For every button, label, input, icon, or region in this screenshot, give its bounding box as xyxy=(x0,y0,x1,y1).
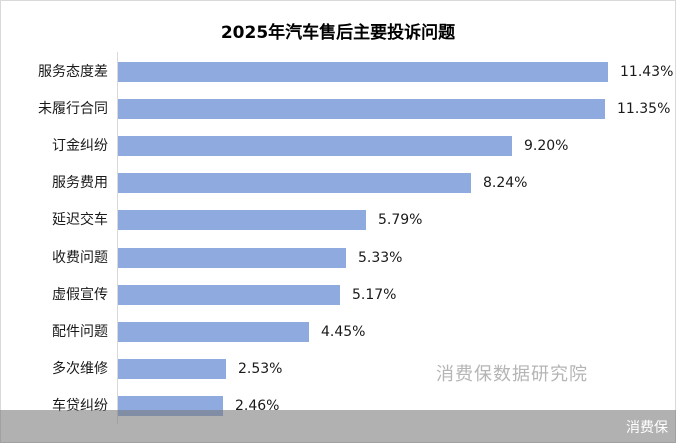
category-label: 订金纠纷 xyxy=(52,138,108,154)
value-label: 4.45% xyxy=(321,324,366,340)
value-label: 9.20% xyxy=(524,138,569,154)
category-label: 配件问题 xyxy=(52,324,108,340)
bar xyxy=(118,248,346,268)
watermark-text: 消费保数据研究院 xyxy=(436,364,588,385)
bar-row: 未履行合同 11.35% xyxy=(0,99,676,119)
bar-row: 服务费用 8.24% xyxy=(0,173,676,193)
category-label: 多次维修 xyxy=(52,361,108,377)
value-label: 5.33% xyxy=(358,250,403,266)
bar xyxy=(118,359,226,379)
bar xyxy=(118,210,366,230)
bar-row: 多次维修 2.53% xyxy=(0,359,676,379)
bar xyxy=(118,285,340,305)
value-label: 11.43% xyxy=(620,64,674,80)
category-label: 服务态度差 xyxy=(38,64,108,80)
category-axis-line xyxy=(117,52,118,424)
bar-row: 配件问题 4.45% xyxy=(0,322,676,342)
value-label: 2.53% xyxy=(238,361,283,377)
bar xyxy=(118,62,608,82)
value-label: 11.35% xyxy=(617,101,671,117)
category-label: 延迟交车 xyxy=(52,212,108,228)
bar-row: 延迟交车 5.79% xyxy=(0,210,676,230)
bar xyxy=(118,322,309,342)
bottom-overlay-bar: 消费保 xyxy=(0,410,676,443)
bar-row: 收费问题 5.33% xyxy=(0,248,676,268)
category-label: 虚假宣传 xyxy=(52,287,108,303)
brand-label: 消费保 xyxy=(626,420,668,436)
value-label: 5.17% xyxy=(352,287,397,303)
bar-row: 服务态度差 11.43% xyxy=(0,62,676,82)
category-label: 未履行合同 xyxy=(38,101,108,117)
chart-title: 2025年汽车售后主要投诉问题 xyxy=(220,23,456,43)
value-label: 8.24% xyxy=(483,175,528,191)
bar xyxy=(118,173,471,193)
bar xyxy=(118,99,605,119)
value-label: 5.79% xyxy=(378,212,423,228)
category-label: 服务费用 xyxy=(52,175,108,191)
bar-row: 虚假宣传 5.17% xyxy=(0,285,676,305)
bar xyxy=(118,136,512,156)
category-label: 收费问题 xyxy=(52,250,108,266)
bar-row: 订金纠纷 9.20% xyxy=(0,136,676,156)
